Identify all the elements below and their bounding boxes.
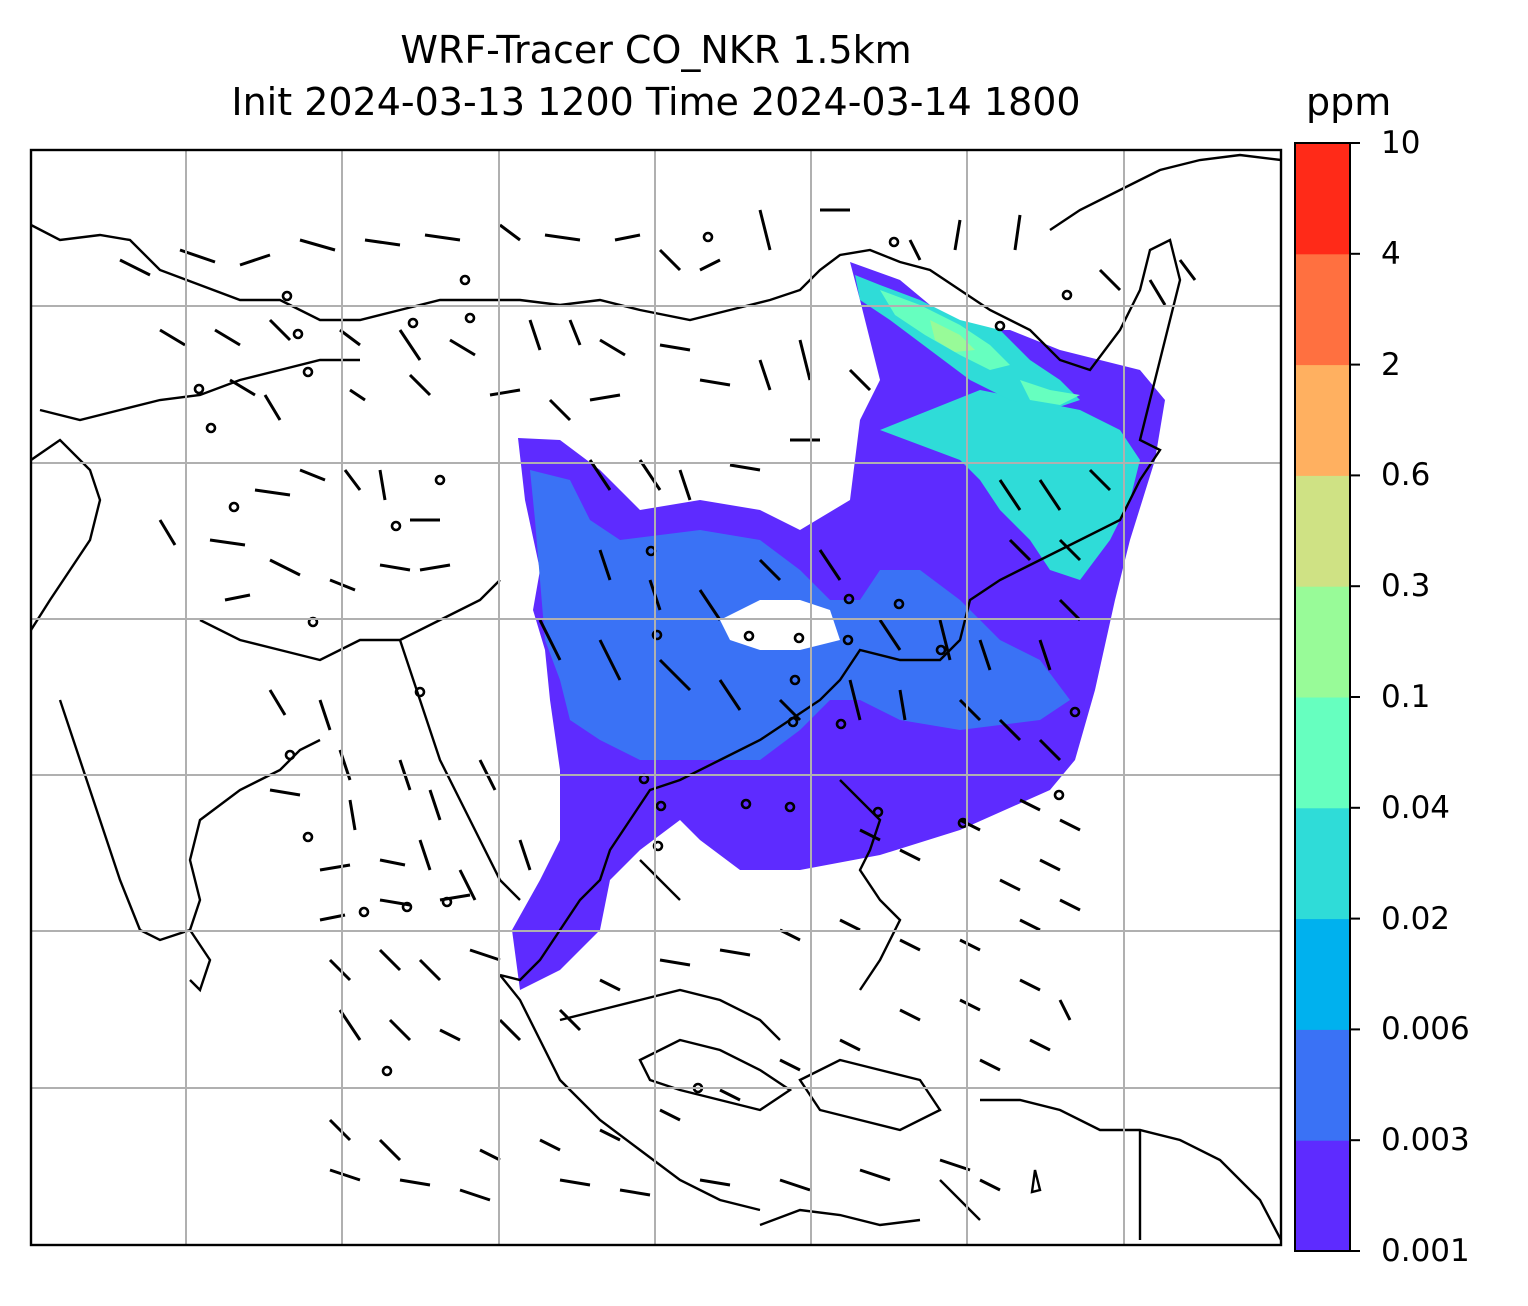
colorbar-tick-label: 0.1: [1381, 679, 1431, 715]
gridlines: [31, 150, 1281, 1245]
colorbar-band: [1295, 807, 1350, 920]
colorbar-tick-label: 0.3: [1381, 568, 1431, 605]
colorbar-band: [1295, 918, 1350, 1030]
tracer-region-green-2: [930, 320, 975, 352]
colorbar-tick-label: 0.001: [1381, 1233, 1470, 1269]
colorbar-tick-label: 0.6: [1381, 457, 1431, 494]
colorbar-band: [1295, 697, 1350, 809]
wind-barbs: [119, 208, 1197, 1202]
colorbar-band: [1295, 1029, 1350, 1141]
colorbar-band: [1295, 586, 1350, 698]
colorbar-tick-label: 0.04: [1381, 789, 1451, 826]
colorbar-band: [1295, 1140, 1350, 1252]
colorbar-tick-label: 0.003: [1381, 1122, 1470, 1159]
colorbar-unit-label: ppm: [1306, 80, 1392, 124]
colorbar-tick-label: 2: [1381, 346, 1401, 383]
map-border: [29, 148, 1283, 1247]
tracer-concentration-field: [512, 262, 1165, 990]
calm-wind-markers: [193, 231, 1081, 1094]
colorbar-band: [1295, 364, 1350, 476]
colorbar-band: [1295, 253, 1350, 366]
tracer-region-teal: [880, 390, 1140, 580]
colorbar-tick-label: 0.006: [1381, 1011, 1470, 1048]
tracer-region-green-3: [1020, 380, 1080, 405]
colorbar-tick-label: 0.02: [1381, 900, 1451, 937]
map-title: WRF-Tracer CO_NKR 1.5km Init 2024-03-13 …: [30, 24, 1282, 128]
title-line-1: WRF-Tracer CO_NKR 1.5km: [400, 28, 912, 72]
title-line-2: Init 2024-03-13 1200 Time 2024-03-14 180…: [231, 80, 1081, 124]
colorbar: [1295, 143, 1350, 1252]
colorbar-band: [1295, 143, 1350, 255]
colorbar-band: [1295, 475, 1350, 587]
colorbar-tick-label: 4: [1381, 235, 1401, 272]
colorbar-tick-label: 10: [1381, 125, 1421, 161]
colorbar-ticks: [1350, 142, 1360, 1252]
coastlines: [31, 153, 1281, 1241]
